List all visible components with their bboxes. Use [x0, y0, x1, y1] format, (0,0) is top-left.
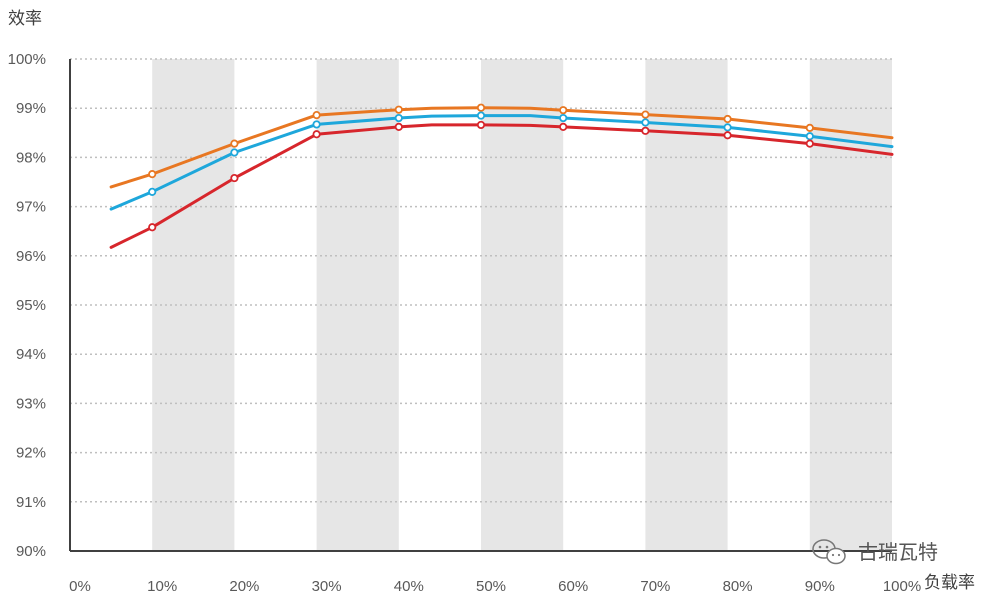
y-tick-label: 91% [16, 494, 46, 511]
y-tick-label: 98% [16, 149, 46, 166]
y-tick-label: 96% [16, 248, 46, 265]
watermark: 古瑞瓦特 [812, 539, 938, 565]
data-point [312, 110, 321, 120]
data-point [805, 139, 814, 148]
gridlines [70, 58, 892, 503]
x-tick-label: 80% [723, 578, 753, 595]
data-point [723, 114, 732, 124]
x-tick-label: 20% [229, 578, 259, 595]
y-tick-label: 94% [16, 346, 46, 363]
y-tick-label: 100% [8, 51, 46, 68]
x-tick-label: 100% [883, 578, 921, 595]
data-point [230, 148, 239, 157]
background-band [152, 59, 235, 551]
data-point [723, 131, 732, 140]
y-tick-label: 93% [16, 395, 46, 412]
axes [69, 59, 892, 552]
data-point [230, 139, 239, 148]
data-point [148, 223, 157, 232]
data-point [476, 103, 486, 112]
data-point [312, 130, 321, 139]
data-point [476, 120, 486, 130]
x-tick-label: 90% [805, 578, 835, 595]
data-point [394, 105, 403, 114]
data-point [559, 122, 568, 131]
data-point [805, 132, 814, 141]
x-tick-labels: 0% 10% 20% 30% 40% 50% 60% 70% 80% 90% 100% [69, 578, 921, 595]
data-point [230, 173, 239, 183]
y-tick-labels: 90% 91% 92% 93% 94% 95% 96% 97% 98% 99% 100% [8, 51, 46, 560]
data-point [148, 187, 157, 196]
y-tick-label: 99% [16, 100, 46, 117]
x-tick-label: 30% [312, 578, 342, 595]
background-band [481, 59, 564, 551]
x-tick-label: 60% [558, 578, 588, 595]
y-axis-title: 效率 [8, 9, 42, 29]
x-tick-label: 70% [640, 578, 670, 595]
x-tick-label: 40% [394, 578, 424, 595]
x-tick-label: 10% [147, 578, 177, 595]
data-point [476, 111, 486, 120]
data-point [805, 123, 814, 132]
x-tick-label: 50% [476, 578, 506, 595]
y-tick-label: 90% [16, 543, 46, 560]
watermark-text: 古瑞瓦特 [858, 540, 938, 564]
data-point [559, 106, 568, 115]
y-tick-label: 97% [16, 199, 46, 216]
series-lines [109, 103, 894, 249]
data-point [641, 110, 650, 119]
data-point [559, 113, 568, 123]
data-point [641, 126, 650, 135]
wechat-icon [812, 539, 846, 565]
x-tick-label: 0% [69, 578, 91, 595]
y-tick-label: 92% [16, 445, 46, 462]
data-point [148, 170, 157, 179]
data-point [312, 120, 321, 129]
data-point [723, 123, 732, 132]
y-tick-label: 95% [16, 297, 46, 314]
data-point [394, 113, 403, 123]
data-point [641, 118, 650, 127]
data-point [394, 122, 403, 131]
x-axis-title: 负载率 [924, 573, 975, 593]
